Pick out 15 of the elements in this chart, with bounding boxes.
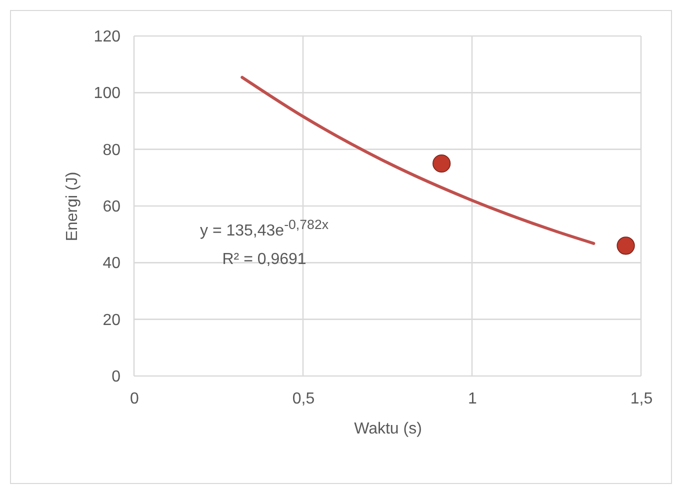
y-axis-title: Energi (J)	[64, 172, 81, 242]
x-axis-title: Waktu (s)	[354, 420, 422, 438]
x-tick-label: 0,5	[292, 390, 315, 408]
y-tick-label: 40	[102, 255, 121, 272]
y-tick-label: 60	[102, 198, 121, 216]
x-tick-label: 1	[468, 390, 478, 408]
x-tick-label: 1,5	[630, 390, 653, 408]
annotation: y = 135,43e$^{-0,782x}$	[200, 216, 329, 242]
y-tick-label: 120	[94, 28, 121, 46]
y-tick-label: 20	[102, 312, 121, 329]
x-tick-label: 0	[130, 390, 140, 408]
y-tick-label: 100	[94, 85, 121, 102]
annotation: R² = 0,9691	[221, 250, 308, 270]
y-tick-label: 80	[102, 142, 121, 159]
y-tick-label: 0	[112, 368, 121, 386]
